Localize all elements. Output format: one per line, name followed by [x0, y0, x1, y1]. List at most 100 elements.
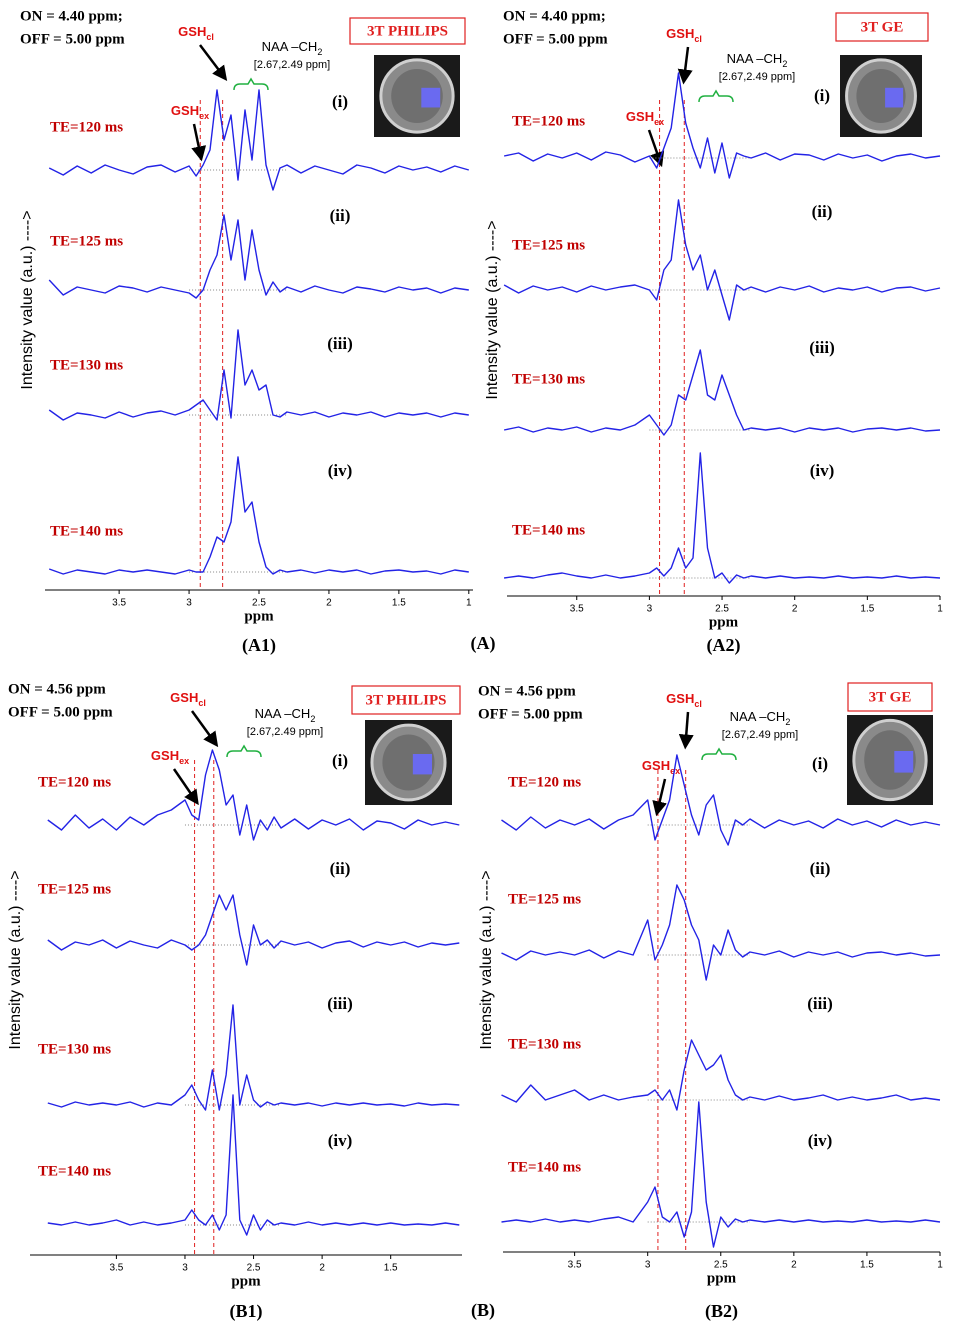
scanner-label: 3T PHILIPS — [367, 23, 448, 39]
series-tag: (i) — [814, 86, 830, 105]
annotation-label-sub: 2 — [785, 717, 790, 727]
series-tag: (i) — [332, 751, 348, 770]
annotation-label: NAA –CH2 — [262, 39, 323, 57]
annotation-label: NAA –CH2 — [255, 706, 316, 724]
marker-label: GSHcl — [178, 24, 214, 42]
series-tag: (iv) — [810, 461, 835, 480]
group-label: (B) — [471, 1300, 495, 1321]
series-tag: (iv) — [808, 1131, 833, 1150]
series-name: TE=120 ms — [50, 119, 123, 135]
spectrum-line — [501, 1039, 941, 1111]
annotation-bracket — [701, 747, 737, 761]
series-name: TE=120 ms — [38, 774, 111, 790]
spectrum-line — [501, 754, 941, 846]
series-tag: (ii) — [330, 206, 351, 225]
panel-label: (B1) — [230, 1301, 263, 1322]
annotation-label: NAA –CH2 — [730, 709, 791, 727]
x-tick-label: 2.5 — [252, 598, 266, 609]
annotation-bracket — [233, 77, 269, 91]
series-name: TE=140 ms — [508, 1159, 581, 1175]
x-tick-label: 2.5 — [247, 1263, 261, 1274]
series-name: TE=120 ms — [512, 113, 585, 129]
x-tick-label: 2 — [326, 598, 332, 609]
scanner-box — [835, 12, 929, 42]
marker-label: GSHex — [151, 748, 189, 766]
x-tick-label: 2.5 — [714, 1260, 728, 1271]
scanner-box — [847, 682, 933, 712]
marker-label-main: GSH — [666, 26, 694, 41]
acquisition: OFF = 5.00 ppm — [8, 704, 113, 720]
marker-label: GSHex — [626, 109, 664, 127]
spectrum-line — [503, 349, 941, 436]
marker-label: GSHcl — [170, 690, 206, 708]
x-tick-label: 1.5 — [384, 1263, 398, 1274]
series-tag: (iii) — [327, 994, 353, 1013]
acquisition: ON = 4.56 ppm — [478, 683, 576, 699]
scanner-label: 3T GE — [861, 19, 904, 35]
acquisition: OFF = 5.00 ppm — [478, 706, 583, 722]
series-name: TE=130 ms — [50, 357, 123, 373]
marker-label: GSHex — [171, 103, 209, 121]
annotation-label-sub: 2 — [317, 47, 322, 57]
series-tag: (i) — [812, 754, 828, 773]
series-name: TE=130 ms — [38, 1041, 111, 1057]
annotation-label: NAA –CH2 — [727, 51, 788, 69]
y-axis-label: Intensity value (a.u.) ----> — [478, 870, 495, 1049]
marker-label: GSHcl — [666, 26, 702, 44]
annotation-range: [2.67,2.49 ppm] — [719, 71, 795, 83]
series-tag: (ii) — [812, 202, 833, 221]
marker-arrow — [199, 44, 228, 81]
x-tick-label: 1 — [466, 598, 472, 609]
x-tick-label: 1.5 — [392, 598, 406, 609]
inset-brain-inner — [856, 68, 906, 124]
spectrum-line — [47, 1004, 460, 1111]
marker-label-main: GSH — [171, 103, 199, 118]
x-tick-label: 3 — [647, 604, 653, 615]
series-name: TE=130 ms — [508, 1036, 581, 1052]
series-name: TE=140 ms — [512, 522, 585, 538]
series-tag: (iii) — [327, 334, 353, 353]
x-tick-label: 2 — [791, 1260, 797, 1271]
annotation-bracket — [698, 89, 734, 103]
series-tag: (ii) — [810, 859, 831, 878]
marker-label-sub: cl — [694, 34, 702, 44]
scanner-label: 3T GE — [869, 689, 912, 705]
marker-label: GSHcl — [666, 691, 702, 709]
x-tick-label: 3 — [645, 1260, 651, 1271]
marker-arrow — [678, 711, 694, 750]
y-axis-label: Intensity value (a.u.) ----> — [7, 870, 24, 1049]
y-axis-label: Intensity value (a.u.) ----> — [484, 220, 501, 399]
annotation-label-main: NAA –CH — [727, 51, 783, 66]
x-tick-label: 1 — [937, 604, 943, 615]
marker-arrow — [677, 46, 693, 85]
series-name: TE=140 ms — [38, 1163, 111, 1179]
acquisition: OFF = 5.00 ppm — [20, 31, 125, 47]
scanner-box — [349, 17, 466, 45]
x-axis-label: ppm — [709, 614, 739, 630]
x-tick-label: 3.5 — [570, 604, 584, 615]
marker-label-sub: cl — [694, 699, 702, 709]
inset-voxel — [412, 754, 432, 775]
annotation-range: [2.67,2.49 ppm] — [247, 726, 323, 738]
acquisition: ON = 4.40 ppm; — [503, 8, 606, 24]
series-tag: (ii) — [330, 859, 351, 878]
spectrum-line — [503, 72, 941, 179]
acquisition: OFF = 5.00 ppm — [503, 31, 608, 47]
x-tick-label: 3 — [186, 598, 192, 609]
x-tick-label: 1.5 — [860, 1260, 874, 1271]
panel-label: (B2) — [705, 1301, 738, 1322]
scanner-box — [351, 685, 461, 715]
x-tick-label: 3.5 — [109, 1263, 123, 1274]
inset-brain-inner — [382, 734, 435, 791]
annotation-label-main: NAA –CH — [262, 39, 318, 54]
series-name: TE=140 ms — [50, 523, 123, 539]
marker-arrow — [647, 129, 665, 168]
series-tag: (iv) — [328, 461, 353, 480]
annotation-label-sub: 2 — [310, 714, 315, 724]
inset-brain-inner — [864, 730, 916, 790]
series-tag: (iv) — [328, 1131, 353, 1150]
x-tick-label: 3.5 — [568, 1260, 582, 1271]
marker-label-sub: ex — [670, 766, 680, 776]
series-name: TE=125 ms — [50, 233, 123, 249]
